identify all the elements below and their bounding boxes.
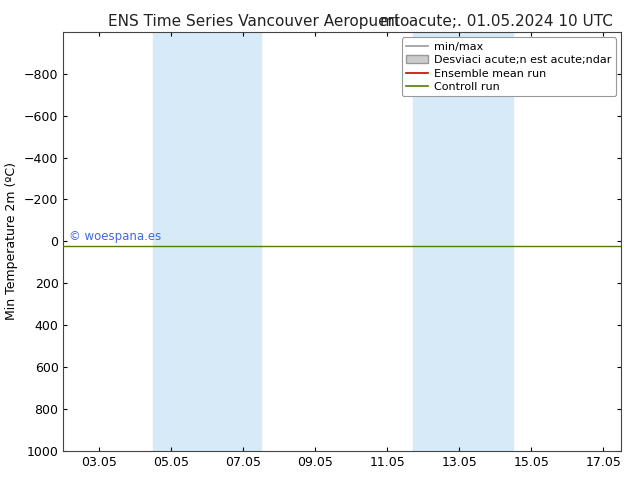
Bar xyxy=(467,32,514,451)
Legend: min/max, Desviaci acute;n est acute;ndar, Ensemble mean run, Controll run: min/max, Desviaci acute;n est acute;ndar… xyxy=(402,37,616,97)
Bar xyxy=(214,32,261,451)
Y-axis label: Min Temperature 2m (ºC): Min Temperature 2m (ºC) xyxy=(6,162,18,320)
Bar xyxy=(153,32,214,451)
Bar xyxy=(413,32,467,451)
Text: ENS Time Series Vancouver Aeropuerto: ENS Time Series Vancouver Aeropuerto xyxy=(108,14,409,29)
Text: © woespana.es: © woespana.es xyxy=(69,230,161,243)
Text: mi  acute;. 01.05.2024 10 UTC: mi acute;. 01.05.2024 10 UTC xyxy=(380,14,613,29)
